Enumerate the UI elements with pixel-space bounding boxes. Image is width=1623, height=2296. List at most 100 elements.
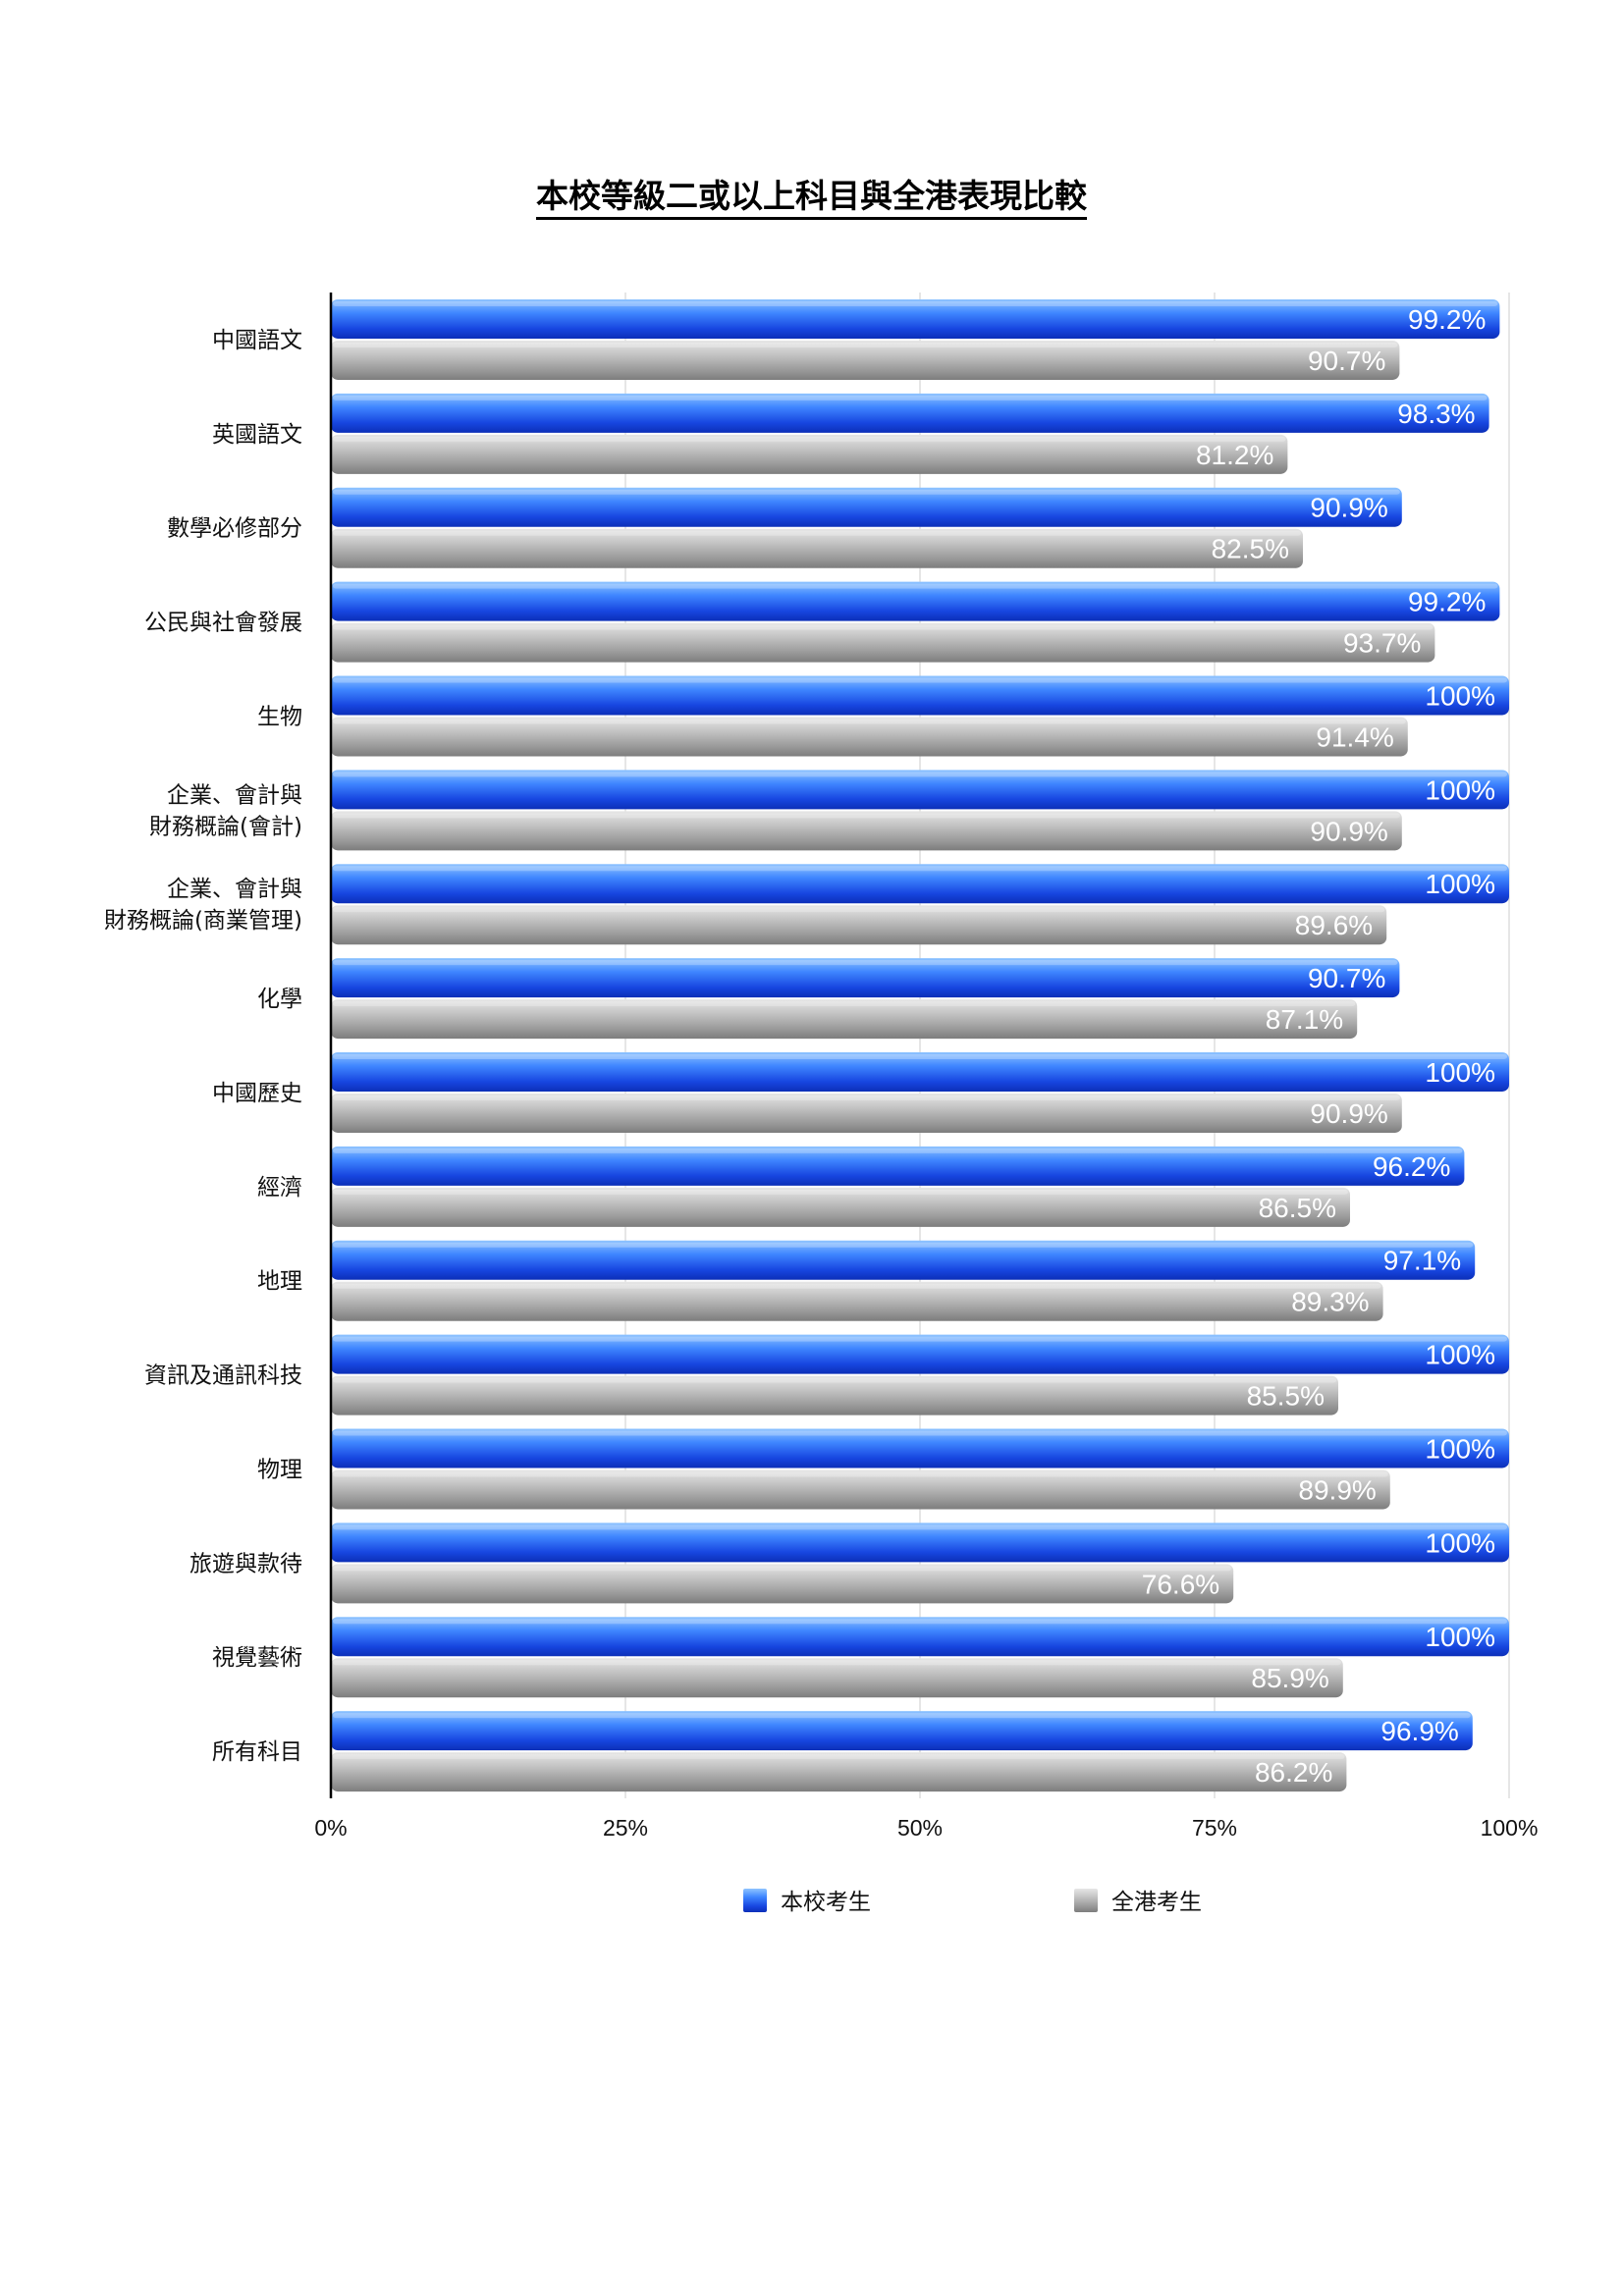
bar-highlight <box>333 489 1400 495</box>
bar-hk <box>331 1658 1343 1698</box>
category-label: 旅遊與款待 <box>189 1551 302 1576</box>
bar-highlight <box>333 677 1507 683</box>
data-label: 90.9% <box>1310 816 1387 846</box>
bar-school <box>331 581 1500 621</box>
bar-school <box>331 1428 1509 1468</box>
bar-hk <box>331 622 1435 663</box>
data-label: 97.1% <box>1383 1246 1461 1276</box>
category-label: 物理 <box>257 1457 302 1482</box>
labels: 99.2% 90.7% 中國語文 98.3% 81.2% 英國語文 90.9% 82.5% 數學… <box>104 304 1495 1788</box>
bar-school <box>331 1240 1476 1280</box>
data-label: 96.9% <box>1380 1716 1458 1746</box>
bar-hk <box>331 434 1288 474</box>
data-label: 100% <box>1425 1340 1495 1370</box>
bar-hk <box>331 1281 1383 1321</box>
chart-title: 本校等級二或以上科目與全港表現比較 <box>0 175 1623 220</box>
bar-highlight <box>333 1619 1507 1625</box>
bar-hk <box>331 905 1387 945</box>
category-label: 公民與社會發展 <box>144 611 302 636</box>
category-label: 地理 <box>257 1269 302 1295</box>
bar-highlight <box>333 624 1434 630</box>
category-label: 英國語文 <box>212 422 302 448</box>
data-label: 100% <box>1425 1622 1495 1652</box>
bar-hk <box>331 717 1408 757</box>
category-label: 所有科目 <box>212 1739 302 1765</box>
bar-highlight <box>333 583 1498 589</box>
data-label: 100% <box>1425 1527 1495 1558</box>
bar-highlight <box>333 866 1507 872</box>
bar-hk <box>331 340 1400 380</box>
bar-highlight <box>333 436 1286 442</box>
bar-school <box>331 298 1500 339</box>
bar-highlight <box>333 300 1498 306</box>
bar-hk <box>331 811 1402 851</box>
data-label: 96.2% <box>1373 1151 1450 1182</box>
bar-highlight <box>333 1660 1341 1666</box>
bar-highlight <box>333 1053 1507 1059</box>
bar-highlight <box>333 907 1385 913</box>
category-label: 生物 <box>257 704 302 729</box>
bar-highlight <box>333 1242 1474 1248</box>
bar-highlight <box>333 1148 1463 1153</box>
legend: 本校考生 全港考生 <box>743 1889 1202 1915</box>
data-label: 89.6% <box>1295 910 1373 940</box>
bar-school <box>331 1051 1509 1092</box>
data-label: 98.3% <box>1397 399 1475 429</box>
category-label: 視覺藝術 <box>212 1645 302 1671</box>
bar-highlight <box>333 1713 1471 1719</box>
data-label: 90.9% <box>1310 493 1387 523</box>
data-label: 85.9% <box>1251 1663 1328 1693</box>
category-label: 中國語文 <box>212 328 302 353</box>
bar-hk <box>331 1375 1338 1415</box>
bar-highlight <box>333 1524 1507 1530</box>
category-label: 資訊及通訊科技 <box>144 1363 302 1389</box>
data-label: 91.4% <box>1316 721 1393 752</box>
data-label: 100% <box>1425 869 1495 899</box>
data-label: 89.9% <box>1298 1474 1376 1505</box>
x-tick-label: 0% <box>314 1815 347 1841</box>
data-label: 100% <box>1425 1433 1495 1464</box>
legend-label: 本校考生 <box>781 1890 871 1915</box>
bar-highlight <box>333 960 1398 966</box>
data-label: 86.5% <box>1259 1193 1336 1223</box>
legend-swatch-hk <box>1074 1889 1098 1912</box>
category-label: 化學 <box>257 987 302 1012</box>
bar-highlight <box>333 1377 1336 1383</box>
data-label: 90.7% <box>1308 963 1385 993</box>
bar-hk <box>331 1752 1347 1792</box>
data-label: 82.5% <box>1212 534 1289 564</box>
data-label: 99.2% <box>1408 587 1486 617</box>
bar-hk <box>331 1564 1234 1604</box>
bar-hk <box>331 1469 1390 1510</box>
data-label: 93.7% <box>1343 628 1421 659</box>
bar-hk <box>331 1093 1402 1133</box>
bar-highlight <box>333 719 1406 724</box>
bar-school <box>331 1146 1465 1186</box>
bars <box>331 298 1509 1792</box>
data-label: 86.2% <box>1255 1757 1332 1788</box>
bar-highlight <box>333 530 1301 536</box>
x-tick-label: 75% <box>1192 1815 1237 1841</box>
bar-school <box>331 1617 1509 1657</box>
bar-highlight <box>333 395 1488 400</box>
category-label: 企業、會計與 <box>167 877 302 902</box>
data-label: 100% <box>1425 774 1495 805</box>
bar-hk <box>331 999 1358 1040</box>
data-label: 76.6% <box>1142 1569 1219 1599</box>
category-label: 企業、會計與 <box>167 782 302 808</box>
bar-school <box>331 393 1489 433</box>
bar-highlight <box>333 1189 1348 1195</box>
bar-highlight <box>333 342 1398 347</box>
data-label: 81.2% <box>1196 440 1273 470</box>
bar-school <box>331 1522 1509 1563</box>
bar-school <box>331 1711 1473 1751</box>
bar-highlight <box>333 1001 1356 1007</box>
legend-label: 全港考生 <box>1111 1890 1202 1915</box>
bar-school <box>331 770 1509 810</box>
axes: 0% 25% 50% 75% 100% <box>314 293 1538 1841</box>
data-label: 85.5% <box>1247 1381 1325 1412</box>
bar-highlight <box>333 813 1400 819</box>
bar-hk <box>331 528 1303 568</box>
bar-highlight <box>333 1754 1345 1760</box>
